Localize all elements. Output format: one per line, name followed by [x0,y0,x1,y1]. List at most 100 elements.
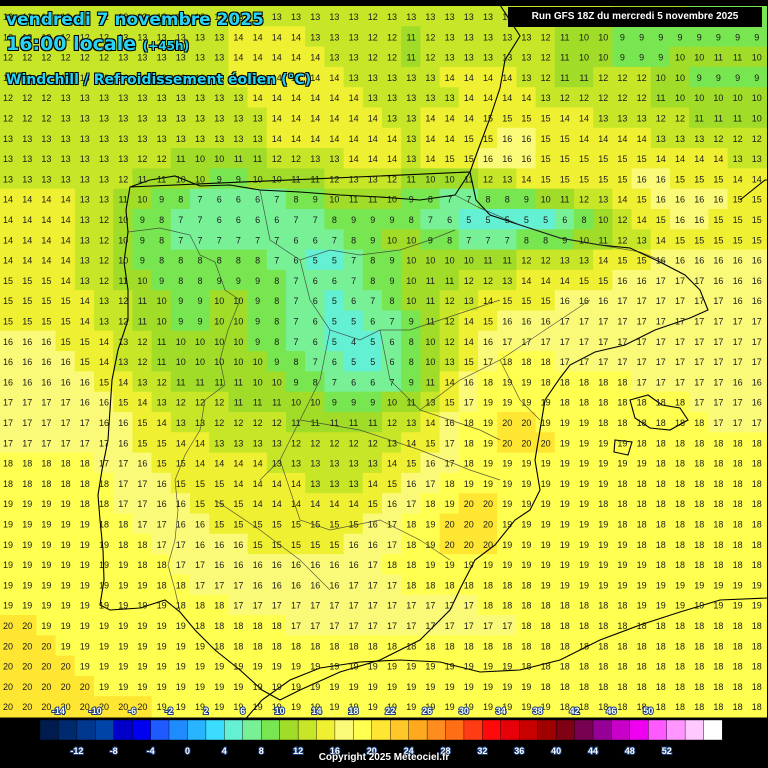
grid-value: 17 [41,438,51,448]
grid-value: 15 [406,459,416,469]
grid-value: 13 [80,134,90,144]
grid-value: 10 [598,32,608,42]
grid-value: 17 [483,357,493,367]
grid-value: 16 [118,438,128,448]
grid-value: 10 [233,337,243,347]
grid-value: 14 [329,499,339,509]
field-cell [535,188,556,210]
grid-value: 19 [118,682,128,692]
legend-swatch [666,719,686,741]
grid-value: 14 [22,215,32,225]
grid-value: 19 [22,540,32,550]
grid-value: 13 [99,134,109,144]
grid-value: 18 [483,641,493,651]
grid-value: 17 [80,438,90,448]
grid-value: 7 [332,235,337,245]
grid-value: 6 [389,337,394,347]
grid-value: 16 [176,520,186,530]
color-field [0,6,767,718]
grid-value: 15 [195,479,205,489]
field-cell [94,269,115,292]
grid-value: 13 [483,53,493,63]
grid-value: 17 [425,621,435,631]
field-cell [36,351,57,373]
field-cell [36,87,57,109]
grid-value: 13 [99,93,109,103]
grid-value: 18 [541,662,551,672]
grid-value: 19 [272,682,282,692]
grid-value: 17 [733,418,743,428]
field-cell [55,351,76,373]
grid-value: 10 [694,53,704,63]
field-cell [36,107,57,129]
field-cell [190,249,211,271]
grid-value: 16 [329,580,339,590]
grid-value: 15 [41,317,51,327]
grid-value: 14 [118,377,128,387]
grid-value: 19 [41,621,51,631]
grid-value: 18 [617,641,627,651]
field-cell [36,26,57,48]
field-cell [631,168,652,190]
field-cell [497,249,518,271]
grid-value: 19 [541,540,551,550]
grid-value: 19 [637,560,647,570]
grid-value: 17 [713,357,723,367]
legend-swatch [426,719,447,741]
grid-value: 13 [310,154,320,164]
grid-value: 18 [637,520,647,530]
grid-value: 15 [157,438,167,448]
field-cell [151,351,172,373]
grid-value: 10 [157,296,167,306]
grid-value: 13 [253,134,263,144]
grid-value: 19 [3,540,13,550]
grid-value: 17 [752,418,762,428]
grid-value: 8 [332,215,337,225]
field-cell [228,26,249,48]
grid-value: 9 [428,235,433,245]
grid-value: 13 [291,459,301,469]
grid-value: 17 [464,621,474,631]
grid-value: 13 [272,12,282,22]
grid-value: 17 [157,540,167,550]
field-cell [17,66,38,89]
field-cell [324,249,345,271]
grid-value: 13 [445,53,455,63]
field-cell [382,249,403,271]
grid-value: 11 [349,195,358,205]
grid-value: 17 [675,357,685,367]
field-cell [458,168,479,190]
grid-value: 5 [332,337,337,347]
grid-value: 14 [41,256,51,266]
field-cell [574,127,595,150]
grid-value: 19 [598,560,608,570]
grid-value: 9 [754,73,759,83]
grid-value: 10 [752,53,762,63]
field-cell [516,310,537,332]
grid-value: 13 [425,12,435,22]
field-cell [113,330,134,353]
grid-value: 18 [752,438,762,448]
grid-value: 5 [370,357,375,367]
grid-value: 10 [579,235,589,245]
grid-value: 13 [445,12,455,22]
grid-value: 20 [483,499,493,509]
grid-value: 13 [253,438,263,448]
field-cell [324,229,345,251]
field-cell [420,310,441,332]
grid-value: 17 [387,580,397,590]
field-cell [420,127,441,150]
grid-value: 7 [274,256,279,266]
legend-swatch [519,719,539,741]
grid-value: 18 [445,479,455,489]
field-cell [689,168,710,190]
grid-value: 14 [617,134,627,144]
field-cell [343,290,364,312]
grid-value: 14 [464,337,474,347]
grid-value: 12 [99,276,109,286]
grid-value: 15 [617,256,627,266]
grid-value: 11 [157,357,166,367]
grid-value: 15 [502,114,512,124]
grid-value: 13 [349,479,359,489]
grid-value: 14 [291,93,301,103]
